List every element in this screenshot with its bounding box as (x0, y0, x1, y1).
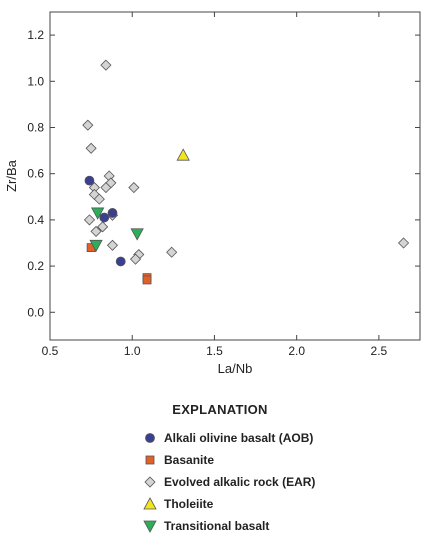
point-diamond (397, 237, 410, 249)
y-tick-label: 1.0 (27, 74, 44, 88)
point-diamond (82, 119, 94, 131)
legend: EXPLANATION Alkali olivine basalt (AOB) B… (143, 402, 315, 533)
point-diamond (106, 239, 119, 251)
point-circle (99, 212, 110, 223)
legend-marker (143, 497, 157, 510)
data-points (82, 59, 410, 285)
legend-item: Alkali olivine basalt (AOB) (145, 431, 313, 445)
legend-label: Transitional basalt (164, 519, 269, 533)
point-diamond (83, 214, 96, 226)
y-axis: 0.0 0.2 0.4 0.6 0.8 1.0 1.2 (27, 28, 420, 319)
legend-title: EXPLANATION (172, 402, 268, 417)
point-diamond (90, 225, 102, 238)
point-diamond (100, 59, 112, 71)
legend-label: Tholeiite (164, 497, 214, 511)
legend-marker (144, 476, 156, 488)
x-tick-label: 1.5 (206, 344, 223, 358)
point-circle (115, 256, 126, 267)
point-triangle-down (130, 228, 144, 241)
point-triangle-down (91, 207, 105, 220)
legend-item: Evolved alkalic rock (EAR) (144, 475, 315, 489)
plot-border (49, 11, 421, 341)
y-tick-label: 0.8 (27, 120, 44, 134)
x-tick-label: 0.5 (42, 344, 59, 358)
point-diamond (85, 142, 97, 154)
x-tick-label: 2.5 (371, 344, 388, 358)
legend-label: Alkali olivine basalt (AOB) (164, 431, 313, 445)
point-diamond (128, 181, 140, 194)
legend-item: Basanite (145, 453, 214, 467)
y-tick-label: 0.6 (27, 167, 44, 181)
y-tick-label: 1.2 (27, 28, 44, 42)
plot-area (49, 11, 421, 341)
point-triangle-down (89, 239, 103, 253)
y-tick-label: 0.2 (27, 259, 44, 273)
point-diamond (166, 246, 178, 258)
legend-label: Evolved alkalic rock (EAR) (164, 475, 315, 489)
x-axis: 0.5 1.0 1.5 2.0 2.5 (42, 12, 388, 358)
point-circle (84, 175, 95, 186)
legend-label: Basanite (164, 453, 214, 467)
legend-item: Tholeiite (143, 497, 214, 511)
x-axis-title: La/Nb (218, 361, 253, 376)
point-diamond (129, 253, 142, 265)
legend-item: Transitional basalt (143, 519, 269, 533)
y-tick-label: 0.0 (27, 305, 44, 319)
y-axis-title: Zr/Ba (4, 159, 19, 192)
point-square (142, 275, 152, 285)
x-tick-label: 1.0 (124, 344, 141, 358)
x-tick-label: 2.0 (288, 344, 305, 358)
point-diamond (100, 181, 112, 194)
y-tick-label: 0.4 (27, 213, 44, 227)
point-diamond (97, 221, 109, 233)
legend-marker (143, 520, 157, 533)
legend-marker (145, 433, 155, 443)
point-diamond (93, 193, 105, 205)
point-triangle-up (176, 148, 190, 161)
point-circle (107, 208, 118, 218)
legend-marker (145, 455, 155, 465)
